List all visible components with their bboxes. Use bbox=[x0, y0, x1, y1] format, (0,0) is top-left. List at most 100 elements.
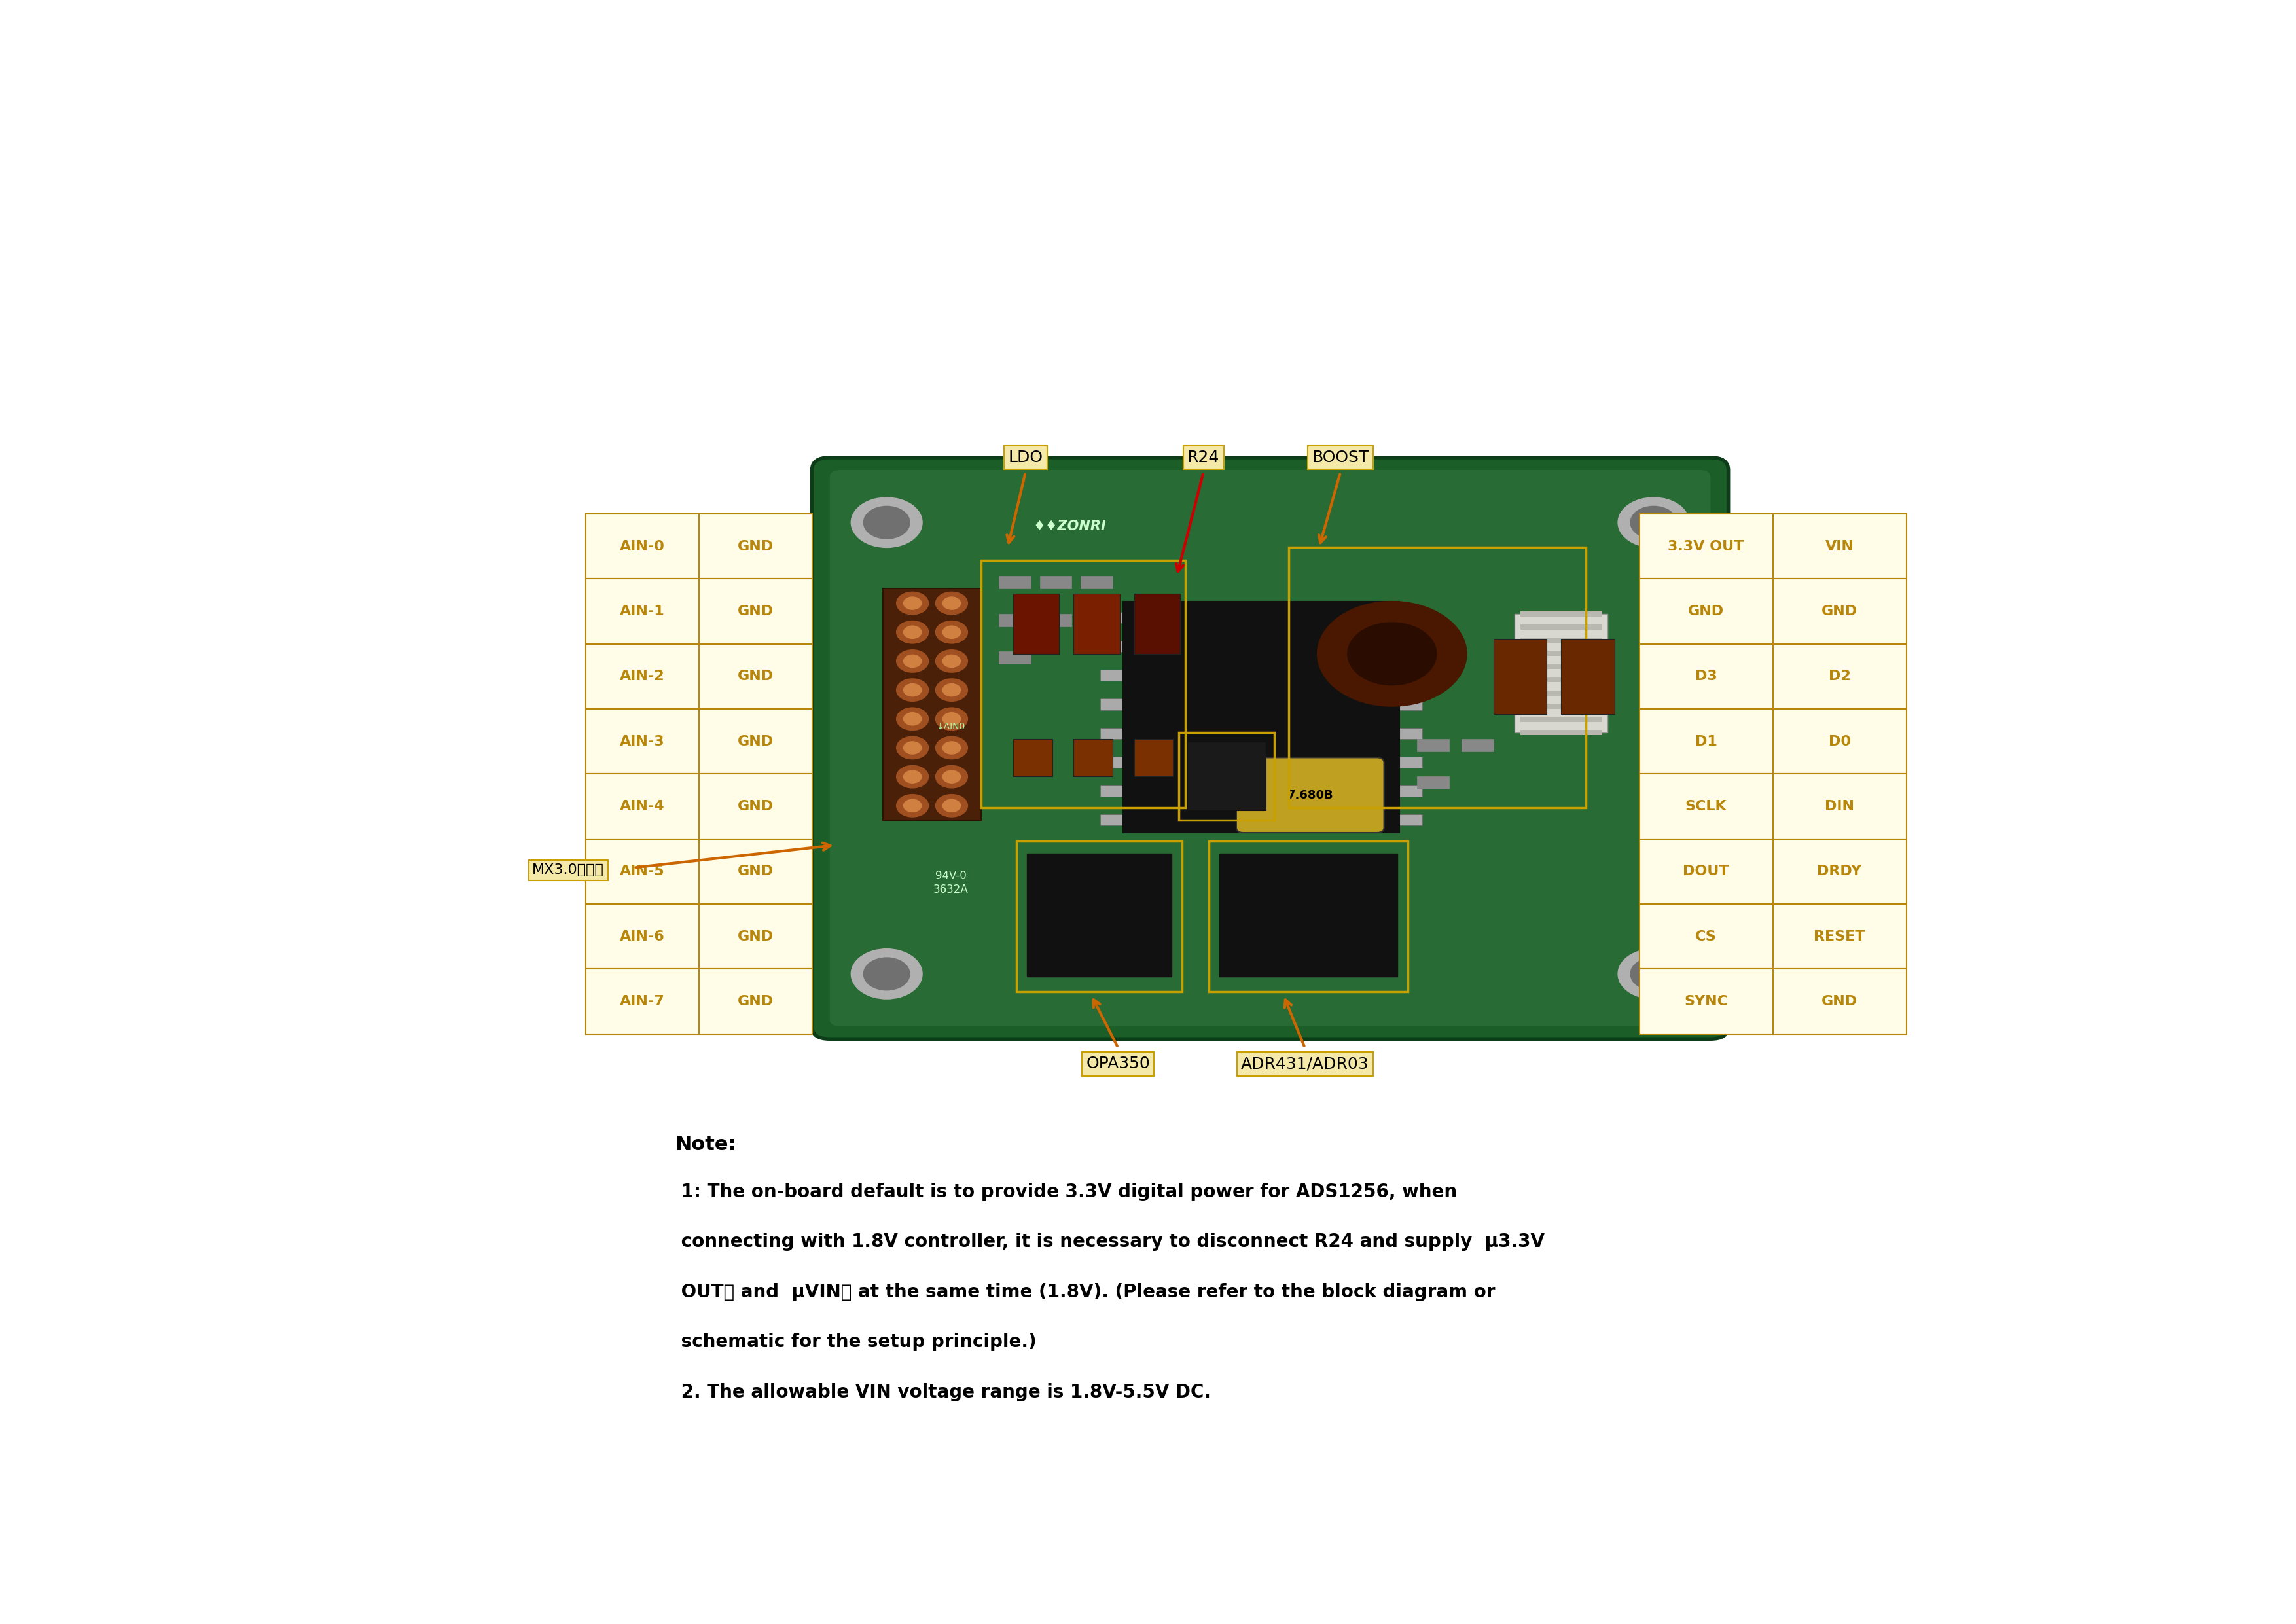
Bar bbox=[1639, 643, 1906, 708]
Text: AIN-3: AIN-3 bbox=[620, 734, 666, 749]
Text: AIN-0: AIN-0 bbox=[620, 539, 666, 552]
Bar bbox=[1460, 739, 1492, 752]
Text: AIN-1: AIN-1 bbox=[620, 604, 666, 617]
Bar bbox=[1398, 757, 1421, 768]
Circle shape bbox=[852, 497, 923, 547]
Bar bbox=[1178, 732, 1274, 820]
Bar bbox=[1417, 776, 1449, 789]
Text: SCLK: SCLK bbox=[1685, 799, 1727, 814]
Bar bbox=[1639, 905, 1906, 970]
Text: LDO: LDO bbox=[1008, 450, 1042, 466]
Text: DIN: DIN bbox=[1825, 799, 1855, 814]
Bar bbox=[585, 643, 813, 708]
Bar bbox=[1398, 786, 1421, 797]
Text: GND: GND bbox=[737, 539, 774, 552]
Circle shape bbox=[944, 742, 960, 754]
Bar bbox=[1639, 708, 1906, 775]
Bar bbox=[1187, 741, 1265, 810]
Bar bbox=[1398, 814, 1421, 825]
Bar bbox=[1398, 641, 1421, 653]
Circle shape bbox=[895, 679, 928, 702]
Text: D0: D0 bbox=[1828, 734, 1851, 749]
Circle shape bbox=[1630, 958, 1676, 991]
Text: GND: GND bbox=[1821, 996, 1857, 1009]
Bar bbox=[1520, 638, 1603, 643]
Bar bbox=[585, 970, 813, 1034]
Circle shape bbox=[1619, 948, 1690, 999]
Text: ♦♦ZONRI: ♦♦ZONRI bbox=[1033, 520, 1107, 533]
Bar bbox=[1100, 612, 1123, 624]
Bar bbox=[999, 577, 1031, 590]
Circle shape bbox=[895, 737, 928, 758]
Bar bbox=[1417, 739, 1449, 752]
Bar bbox=[1520, 625, 1603, 630]
Circle shape bbox=[944, 770, 960, 783]
Circle shape bbox=[863, 507, 909, 539]
Text: DRDY: DRDY bbox=[1816, 866, 1862, 879]
Bar bbox=[1040, 614, 1072, 627]
Circle shape bbox=[944, 799, 960, 812]
Bar bbox=[1100, 786, 1123, 797]
Bar bbox=[1100, 669, 1123, 680]
Bar bbox=[1520, 731, 1603, 736]
Text: AIN-4: AIN-4 bbox=[620, 799, 666, 814]
Bar bbox=[1100, 641, 1123, 653]
Bar bbox=[999, 614, 1031, 627]
Text: GND: GND bbox=[737, 799, 774, 814]
FancyBboxPatch shape bbox=[829, 469, 1711, 1026]
Circle shape bbox=[934, 765, 967, 788]
FancyBboxPatch shape bbox=[1235, 757, 1384, 833]
Text: GND: GND bbox=[1688, 604, 1724, 617]
Bar bbox=[1520, 611, 1603, 615]
Circle shape bbox=[944, 684, 960, 697]
Bar bbox=[884, 590, 980, 820]
Text: VIN: VIN bbox=[1825, 539, 1853, 552]
Bar bbox=[1520, 703, 1603, 708]
Text: schematic for the setup principle.): schematic for the setup principle.) bbox=[675, 1333, 1038, 1351]
Text: 1: The on-board default is to provide 3.3V digital power for ADS1256, when: 1: The on-board default is to provide 3.… bbox=[675, 1182, 1458, 1202]
Bar bbox=[1639, 513, 1906, 578]
Bar bbox=[1398, 728, 1421, 739]
Circle shape bbox=[905, 742, 921, 754]
Text: SYNC: SYNC bbox=[1685, 996, 1729, 1009]
Bar bbox=[1288, 547, 1587, 807]
Bar bbox=[585, 905, 813, 970]
Circle shape bbox=[944, 654, 960, 667]
Text: ADR431/ADR03: ADR431/ADR03 bbox=[1240, 1056, 1368, 1072]
Bar bbox=[1639, 578, 1906, 643]
Bar bbox=[1520, 677, 1603, 682]
Bar bbox=[1100, 728, 1123, 739]
Circle shape bbox=[934, 620, 967, 643]
Text: 7.680B: 7.680B bbox=[1288, 789, 1334, 801]
Circle shape bbox=[905, 799, 921, 812]
Text: OPA350: OPA350 bbox=[1086, 1056, 1150, 1072]
Text: 94V-0
3632A: 94V-0 3632A bbox=[932, 870, 969, 895]
Text: CS: CS bbox=[1694, 931, 1717, 944]
Bar bbox=[1520, 664, 1603, 669]
Circle shape bbox=[934, 794, 967, 817]
Circle shape bbox=[944, 625, 960, 638]
Text: DOUT: DOUT bbox=[1683, 866, 1729, 879]
Text: GND: GND bbox=[1821, 604, 1857, 617]
Bar bbox=[585, 775, 813, 840]
Bar bbox=[1561, 638, 1614, 715]
Circle shape bbox=[905, 770, 921, 783]
Bar bbox=[1398, 698, 1421, 710]
Bar bbox=[1520, 716, 1603, 723]
Text: GND: GND bbox=[737, 604, 774, 617]
Circle shape bbox=[905, 598, 921, 609]
Bar bbox=[1520, 651, 1603, 656]
Bar bbox=[999, 651, 1031, 664]
Bar bbox=[1100, 757, 1123, 768]
Text: AIN-2: AIN-2 bbox=[620, 669, 666, 682]
Circle shape bbox=[934, 737, 967, 758]
Text: D2: D2 bbox=[1828, 669, 1851, 682]
Bar bbox=[1013, 739, 1052, 776]
Bar bbox=[585, 840, 813, 905]
Text: connecting with 1.8V controller, it is necessary to disconnect R24 and supply  µ: connecting with 1.8V controller, it is n… bbox=[675, 1233, 1545, 1250]
Circle shape bbox=[895, 650, 928, 672]
Circle shape bbox=[934, 679, 967, 702]
Circle shape bbox=[905, 625, 921, 638]
Text: OUT， and  µVIN， at the same time (1.8V). (Please refer to the block diagram or: OUT， and µVIN， at the same time (1.8V). … bbox=[675, 1283, 1495, 1301]
Text: D3: D3 bbox=[1694, 669, 1717, 682]
